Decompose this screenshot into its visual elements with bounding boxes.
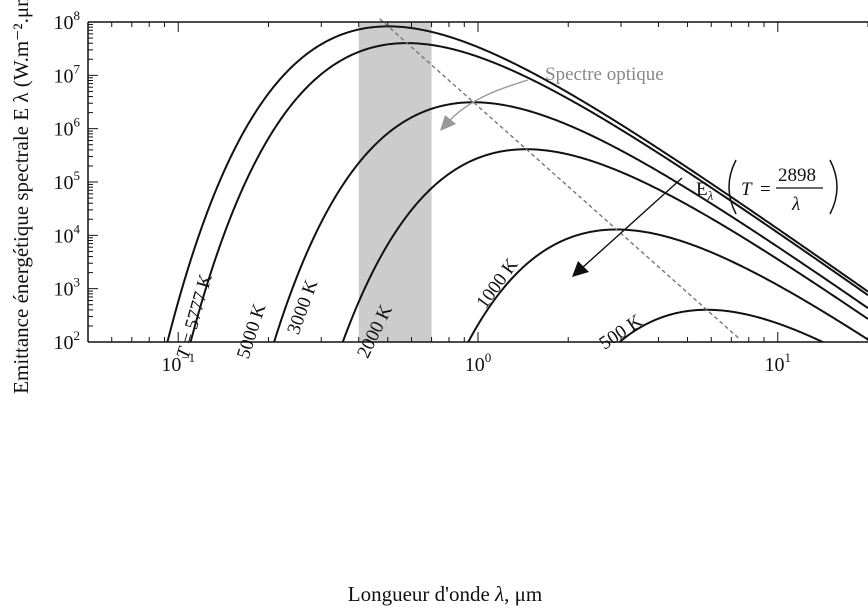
wien-label-num: 2898 bbox=[778, 165, 816, 186]
optical-band bbox=[358, 22, 432, 342]
curve-label-5000k: 5000 K bbox=[233, 301, 271, 361]
curve-2000k bbox=[341, 148, 868, 342]
wien-left-paren bbox=[728, 159, 737, 215]
y-tick-label: 106 bbox=[54, 115, 81, 141]
curve-label-1000k: 1000 K bbox=[472, 255, 522, 313]
optical-band-annotation: Spectre optique bbox=[440, 64, 664, 131]
y-tick-label: 105 bbox=[54, 168, 81, 194]
curve-1000k bbox=[467, 228, 868, 342]
wien-label-arrowhead bbox=[572, 261, 589, 277]
wien-label-den: λ bbox=[791, 194, 800, 215]
optical-band-label: Spectre optique bbox=[545, 64, 664, 85]
curve-3000k bbox=[273, 101, 868, 342]
curve-label-500k: 500 K bbox=[596, 310, 647, 354]
x-tick-label: 101 bbox=[765, 350, 792, 376]
x-tick-label: 100 bbox=[465, 350, 492, 376]
y-axis-title: Emittance énergétique spectrale E λ (W.m… bbox=[9, 0, 33, 394]
wien-label-arrow bbox=[581, 177, 683, 269]
optical-band-arrow bbox=[449, 79, 529, 121]
wien-displacement-line bbox=[379, 18, 740, 339]
curve-5000k bbox=[189, 42, 868, 342]
wien-label-E: Eλ bbox=[696, 179, 714, 203]
y-tick-label: 104 bbox=[54, 221, 81, 247]
curve-label-3000k: 3000 K bbox=[283, 277, 322, 338]
x-axis-title: Longueur d'onde λ, μm bbox=[348, 582, 542, 606]
curve-label-5777k: T = 5777 K bbox=[173, 271, 217, 361]
y-tick-label: 102 bbox=[54, 328, 81, 354]
wien-annotation: Eλ T = 2898 λ bbox=[572, 159, 838, 277]
optical-band-arrowhead bbox=[440, 115, 456, 131]
wien-label-eq: = bbox=[760, 179, 771, 200]
y-tick-label: 108 bbox=[54, 8, 81, 34]
y-tick-label: 103 bbox=[54, 275, 81, 301]
wien-right-paren bbox=[829, 159, 838, 215]
wien-label-T: T bbox=[741, 179, 753, 200]
x-tick-label: 10−1 bbox=[161, 350, 195, 376]
curve-5777k bbox=[166, 25, 868, 342]
y-tick-label: 107 bbox=[54, 61, 81, 87]
